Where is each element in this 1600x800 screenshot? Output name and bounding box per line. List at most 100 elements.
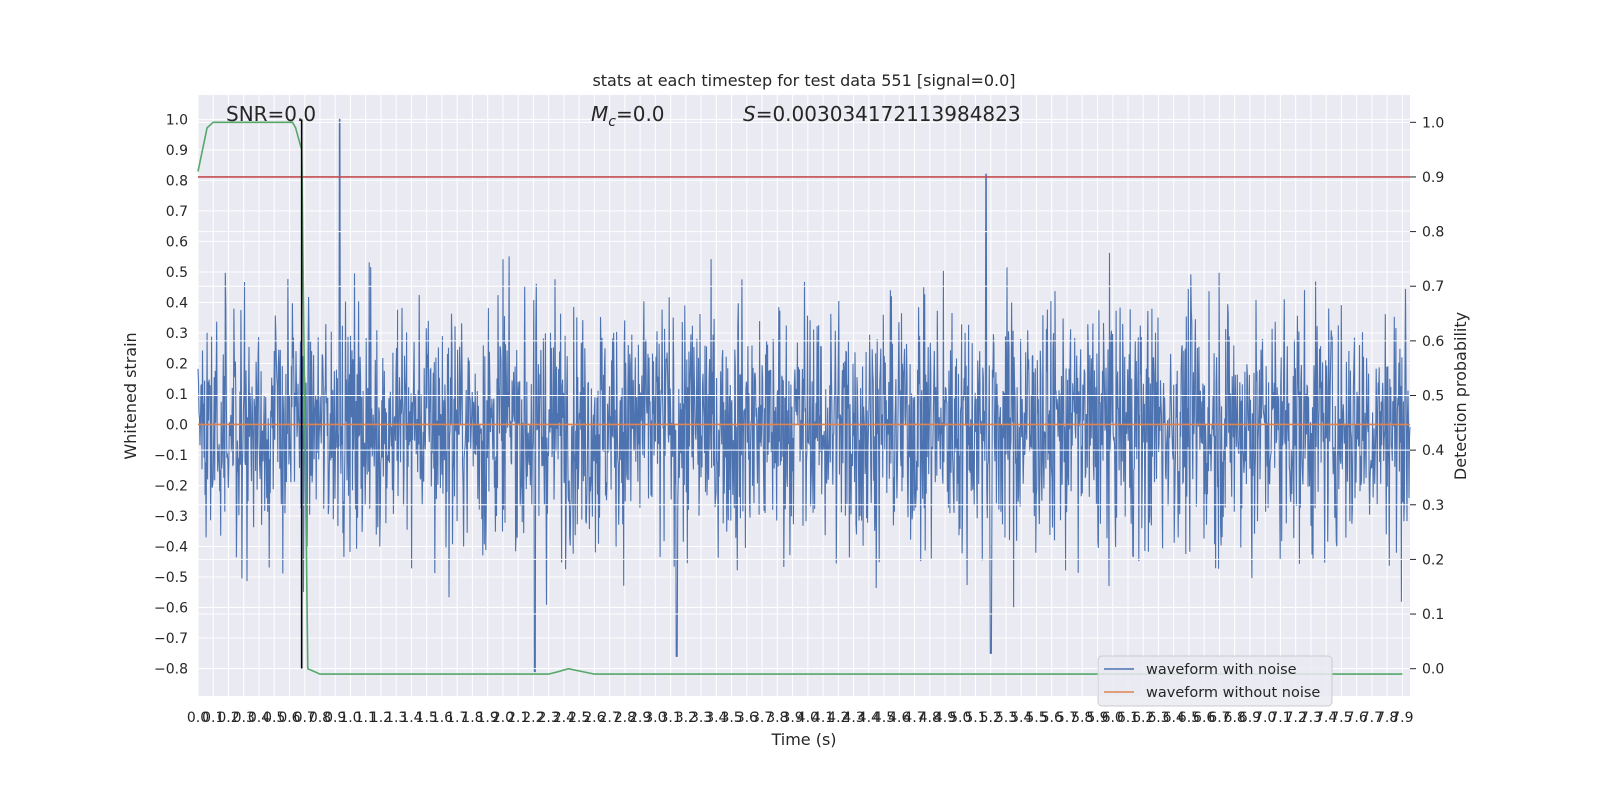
chirp-mass-value: =0.0 [616, 102, 665, 126]
x-tick-label: 0.1 [202, 710, 224, 726]
left-tick-label: −0.4 [154, 540, 188, 556]
right-tick-label: 0.3 [1422, 498, 1444, 514]
x-tick-label: 6.7 [1208, 710, 1230, 726]
x-tick-label: 4.9 [934, 710, 956, 726]
left-tick-label: 0.1 [166, 387, 188, 403]
x-tick-label: 2.6 [583, 710, 605, 726]
x-axis-label: Time (s) [770, 730, 836, 749]
y-axis-label-right: Detection probability [1451, 312, 1470, 480]
legend-label-noise: waveform with noise [1146, 662, 1297, 678]
x-tick-label: 1.8 [461, 710, 483, 726]
legend-box [1097, 655, 1333, 707]
left-tick-label: 0.7 [166, 204, 188, 220]
x-tick-label: 3.0 [644, 710, 666, 726]
x-tick-label: 7.5 [1330, 710, 1352, 726]
chart-title: stats at each timestep for test data 551… [592, 71, 1015, 90]
x-tick-label: 5.3 [995, 710, 1017, 726]
x-tick-label: 4.4 [858, 710, 880, 726]
x-tick-label: 1.9 [477, 710, 499, 726]
right-tick-label: 0.6 [1422, 334, 1444, 350]
x-tick-label: 7.6 [1346, 710, 1368, 726]
score-symbol: S [743, 102, 756, 126]
x-tick-label: 7.4 [1315, 710, 1337, 726]
x-tick-label: 5.0 [949, 710, 971, 726]
x-tick-label: 4.6 [888, 710, 910, 726]
x-tick-label: 3.1 [659, 710, 681, 726]
y-axis-label-left: Whitened strain [121, 332, 140, 459]
x-tick-label: 1.4 [400, 710, 422, 726]
left-tick-label: −0.5 [154, 570, 188, 586]
x-tick-label: 1.7 [446, 710, 468, 726]
x-tick-label: 1.0 [339, 710, 361, 726]
x-tick-label: 1.3 [385, 710, 407, 726]
x-tick-label: 5.4 [1010, 710, 1032, 726]
x-tick-label: 0.8 [309, 710, 331, 726]
x-tick-label: 7.2 [1285, 710, 1307, 726]
left-tick-label: 0.3 [166, 326, 188, 342]
left-tick-label: −0.7 [154, 631, 188, 647]
x-tick-label: 3.5 [720, 710, 742, 726]
x-tick-label: 3.8 [766, 710, 788, 726]
left-tick-label: 1.0 [166, 112, 188, 128]
x-tick-label: 2.5 [568, 710, 590, 726]
x-tick-label: 0.6 [278, 710, 300, 726]
left-tick-label: 0.8 [166, 173, 188, 189]
right-tick-label: 0.0 [1422, 662, 1444, 678]
x-tick-label: 5.8 [1071, 710, 1093, 726]
right-tick-label: 0.8 [1422, 225, 1444, 241]
left-axis-ticks: −0.8 −0.7 −0.6 −0.5 −0.4 −0.3 −0.2 −0.1 0.0 0.1 0.… [154, 112, 188, 677]
x-tick-label: 5.7 [1056, 710, 1078, 726]
left-tick-label: 0.0 [166, 417, 188, 433]
x-tick-label: 5.5 [1025, 710, 1047, 726]
legend: waveform with noise waveform without noi… [1097, 655, 1333, 707]
legend-label-clean: waveform without noise [1146, 685, 1320, 701]
x-tick-label: 2.7 [598, 710, 620, 726]
x-tick-label: 3.9 [781, 710, 803, 726]
x-tick-label: 0.7 [294, 710, 316, 726]
x-tick-label: 2.0 [492, 710, 514, 726]
x-tick-label: 4.7 [903, 710, 925, 726]
right-tick-label: 0.7 [1422, 279, 1444, 295]
score-value: =0.003034172113984823 [756, 102, 1021, 126]
x-tick-label: 2.1 [507, 710, 529, 726]
left-tick-label: 0.5 [166, 265, 188, 281]
left-tick-label: −0.6 [154, 601, 188, 617]
x-tick-label: 4.0 [797, 710, 819, 726]
x-tick-label: 6.4 [1163, 710, 1185, 726]
left-tick-label: −0.2 [154, 478, 188, 494]
x-tick-label: 4.8 [919, 710, 941, 726]
x-tick-label: 2.9 [629, 710, 651, 726]
left-tick-label: 0.6 [166, 234, 188, 250]
x-tick-label: 1.6 [431, 710, 453, 726]
x-tick-label: 3.3 [690, 710, 712, 726]
x-tick-label: 0.3 [233, 710, 255, 726]
x-tick-label: 4.2 [827, 710, 849, 726]
x-tick-label: 4.1 [812, 710, 834, 726]
x-tick-label: 6.8 [1224, 710, 1246, 726]
x-tick-label: 6.1 [1117, 710, 1139, 726]
x-tick-label: 0.2 [217, 710, 239, 726]
x-tick-label: 2.2 [522, 710, 544, 726]
x-tick-label: 2.3 [538, 710, 560, 726]
chirp-mass-subscript: c [608, 114, 616, 130]
x-tick-label: 5.1 [964, 710, 986, 726]
x-tick-label: 1.1 [355, 710, 377, 726]
x-tick-label: 6.6 [1193, 710, 1215, 726]
x-tick-label: 2.8 [614, 710, 636, 726]
x-tick-label: 3.7 [751, 710, 773, 726]
right-tick-label: 0.5 [1422, 389, 1444, 405]
x-axis-ticks: 0.00.10.20.30.40.50.60.70.80.91.01.11.21… [187, 710, 1414, 726]
x-tick-label: 6.0 [1102, 710, 1124, 726]
x-tick-label: 6.5 [1178, 710, 1200, 726]
x-tick-label: 5.9 [1086, 710, 1108, 726]
x-tick-label: 4.3 [842, 710, 864, 726]
x-tick-label: 0.0 [187, 710, 209, 726]
right-axis-ticks: 0.0 0.1 0.2 0.3 0.4 0.5 0.6 0.7 0.8 0.9 1.0 [1410, 115, 1444, 678]
left-tick-label: 0.4 [166, 295, 188, 311]
right-tick-label: 0.4 [1422, 443, 1444, 459]
chirp-mass-annotation: Mc=0.0 [591, 102, 665, 130]
left-tick-label: 0.2 [166, 356, 188, 372]
left-tick-label: −0.3 [154, 509, 188, 525]
snr-annotation: SNR=0.0 [226, 102, 316, 126]
x-tick-label: 0.4 [248, 710, 270, 726]
